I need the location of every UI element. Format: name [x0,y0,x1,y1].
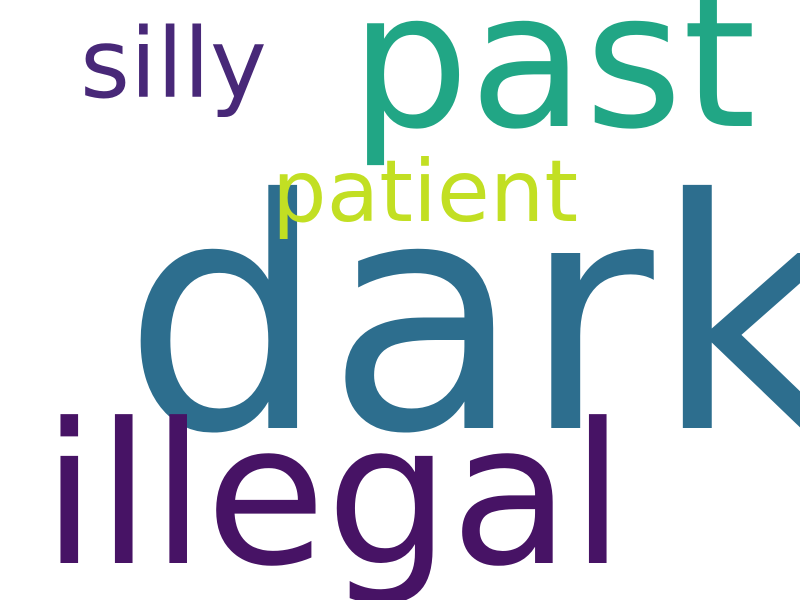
word-silly: silly [80,8,267,120]
word-dark: dark [123,132,800,504]
word-illegal: illegal [42,382,625,600]
word-patient: patient [272,142,579,242]
word-past: past [350,0,757,171]
